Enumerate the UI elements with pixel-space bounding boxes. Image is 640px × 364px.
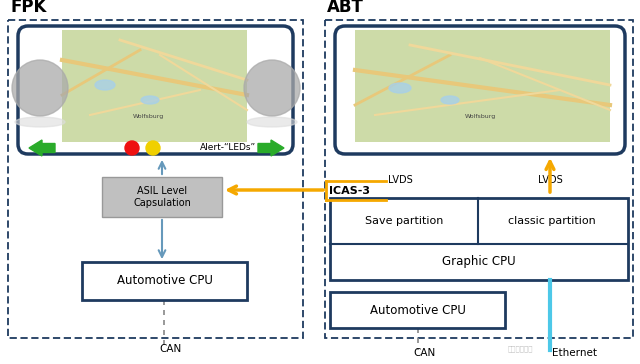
FancyArrow shape [258,140,284,156]
Bar [325,20,633,338]
Ellipse shape [389,83,411,93]
Bar [82,262,247,300]
Ellipse shape [247,117,297,127]
FancyBboxPatch shape [18,26,293,154]
Text: LVDS: LVDS [538,175,563,185]
Text: Graphic CPU: Graphic CPU [442,256,516,269]
Ellipse shape [15,117,65,127]
Text: 汽车电子设计: 汽车电子设计 [508,345,532,352]
Text: Automotive CPU: Automotive CPU [116,274,212,288]
Text: Alert-“LEDs”: Alert-“LEDs” [200,143,256,153]
Ellipse shape [441,96,459,104]
Bar [330,198,628,280]
Circle shape [125,141,139,155]
Bar [8,20,303,338]
Text: Automotive CPU: Automotive CPU [369,304,465,317]
Text: Wolfsburg: Wolfsburg [465,114,495,119]
Text: LVDS: LVDS [388,175,412,185]
FancyArrow shape [29,140,55,156]
Text: Ethernet: Ethernet [552,348,597,358]
Ellipse shape [141,96,159,104]
Circle shape [146,141,160,155]
Bar [102,177,222,217]
Text: CAN: CAN [413,348,435,358]
Text: Save partition: Save partition [365,216,443,226]
FancyBboxPatch shape [335,26,625,154]
Bar [330,292,505,328]
Circle shape [244,60,300,116]
Text: ASIL Level
Capsulation: ASIL Level Capsulation [133,186,191,208]
Bar [355,30,610,142]
Text: Wolfsburg: Wolfsburg [132,114,164,119]
Text: ICAS-3: ICAS-3 [329,186,370,196]
Bar [62,30,247,142]
Text: classic partition: classic partition [508,216,596,226]
Text: CAN: CAN [159,344,181,354]
Ellipse shape [95,80,115,90]
Text: FPK: FPK [10,0,46,16]
Text: ABT: ABT [327,0,364,16]
Circle shape [12,60,68,116]
